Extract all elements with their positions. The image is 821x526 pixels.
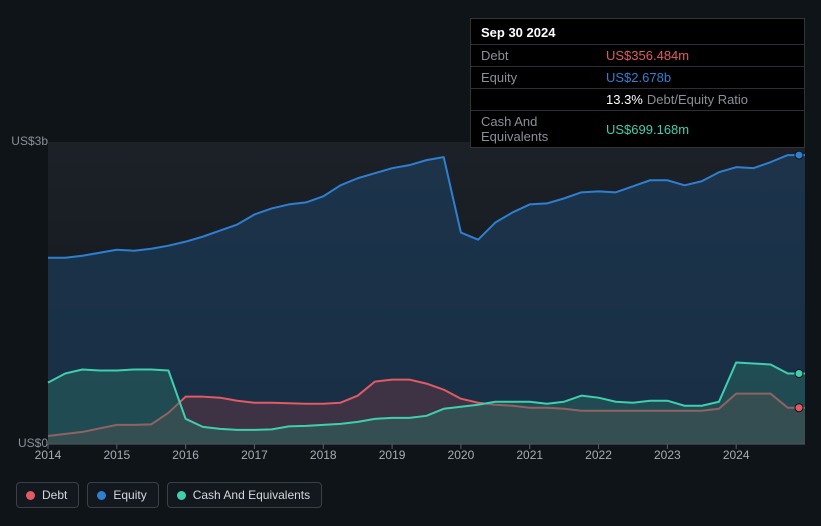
end-marker-debt	[795, 404, 803, 412]
x-axis-labels: 2014201520162017201820192020202120222023…	[48, 448, 805, 468]
legend-swatch-icon	[177, 491, 186, 500]
legend-item-equity[interactable]: Equity	[87, 482, 158, 508]
tooltip-row: Cash And EquivalentsUS$699.168m	[471, 110, 804, 147]
legend-swatch-icon	[97, 491, 106, 500]
legend-swatch-icon	[26, 491, 35, 500]
x-tick-label: 2014	[35, 448, 62, 462]
tooltip-row-suffix: Debt/Equity Ratio	[647, 92, 748, 107]
tooltip-row-value: 13.3%	[606, 92, 643, 107]
x-tick-label: 2023	[654, 448, 681, 462]
x-tick-label: 2016	[172, 448, 199, 462]
end-marker-equity	[795, 151, 803, 159]
x-tick-label: 2020	[448, 448, 475, 462]
tooltip-row-value: US$699.168m	[606, 122, 689, 137]
tooltip-rows: DebtUS$356.484mEquityUS$2.678b13.3% Debt…	[471, 44, 804, 147]
x-tick-label: 2015	[103, 448, 130, 462]
legend-label: Cash And Equivalents	[193, 488, 310, 502]
tooltip-row: DebtUS$356.484m	[471, 44, 804, 66]
end-marker-cash	[795, 370, 803, 378]
chart-tooltip: Sep 30 2024 DebtUS$356.484mEquityUS$2.67…	[470, 18, 805, 148]
tooltip-row: 13.3% Debt/Equity Ratio	[471, 88, 804, 110]
y-tick-label: US$3b	[11, 134, 48, 148]
tooltip-date: Sep 30 2024	[471, 19, 804, 44]
tooltip-row-value: US$356.484m	[606, 48, 689, 63]
legend-label: Equity	[113, 488, 146, 502]
tooltip-row-value: US$2.678b	[606, 70, 671, 85]
x-tick-label: 2021	[516, 448, 543, 462]
tooltip-row-label: Equity	[481, 70, 606, 85]
tooltip-row-label: Cash And Equivalents	[481, 114, 606, 144]
legend-label: Debt	[42, 488, 67, 502]
x-tick-label: 2018	[310, 448, 337, 462]
x-tick-label: 2022	[585, 448, 612, 462]
legend-item-cash[interactable]: Cash And Equivalents	[167, 482, 322, 508]
chart-legend: Debt Equity Cash And Equivalents	[16, 482, 322, 508]
tooltip-row-label: Debt	[481, 48, 606, 63]
x-tick-label: 2024	[723, 448, 750, 462]
tooltip-row: EquityUS$2.678b	[471, 66, 804, 88]
legend-item-debt[interactable]: Debt	[16, 482, 79, 508]
debt-equity-chart: US$0US$3b 201420152016201720182019202020…	[0, 0, 821, 526]
x-tick-label: 2017	[241, 448, 268, 462]
x-tick-label: 2019	[379, 448, 406, 462]
